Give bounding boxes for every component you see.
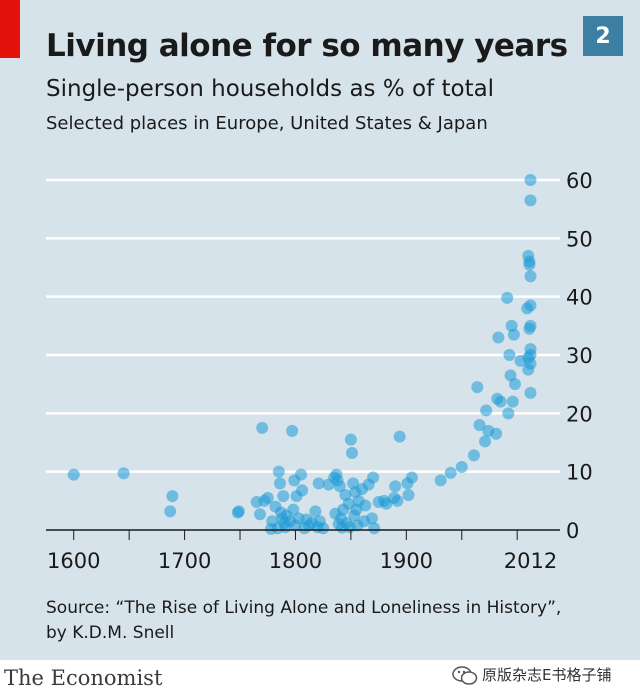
data-point [523,255,536,268]
x-axis: 1600 1700 1800 1900 2012 [46,529,560,573]
y-axis-labels: 0 10 20 30 40 50 60 [566,169,593,543]
data-point [333,480,346,493]
data-point [261,491,274,504]
data-point [455,461,468,473]
data-point [359,499,372,512]
data-point [506,395,519,408]
data-point [312,477,325,490]
data-point [389,480,402,493]
footer-band [0,660,640,697]
data-point [317,522,330,535]
data-point [287,503,300,516]
data-point [522,363,535,376]
y-tick-label: 40 [566,286,593,310]
x-tick-label: 1900 [380,549,433,573]
data-point [508,378,521,391]
data-point [471,381,484,394]
data-point [492,331,505,344]
data-point [272,465,285,478]
x-tick-label: 1700 [158,549,211,573]
data-point [232,505,245,518]
data-point [166,490,179,503]
x-tick-label: 1800 [269,549,322,573]
data-point [402,489,415,501]
data-point [521,302,534,315]
data-point [494,395,507,408]
watermark-text: 原版杂志E书格子铺 [482,666,612,684]
data-point [296,484,309,497]
data-point [367,471,380,484]
data-point [286,424,299,437]
data-point [393,430,406,443]
data-point [368,522,381,535]
data-point [502,407,515,420]
data-point [67,468,80,481]
data-point [117,467,130,480]
brand-red-tab [0,0,20,58]
data-point [253,508,266,521]
data-point [490,427,503,440]
x-tick-label: 1600 [47,549,100,573]
data-point [524,174,537,186]
data-point [273,477,286,490]
data-point [524,270,537,283]
x-tick-label: 2012 [504,549,557,573]
data-point [346,447,358,459]
y-tick-label: 50 [566,227,593,251]
data-point [480,404,493,417]
y-tick-label: 10 [566,461,593,485]
data-point [501,291,514,304]
wechat-icon [452,666,478,685]
y-tick-label: 20 [566,402,593,426]
data-point [522,351,535,364]
data-point [479,435,492,448]
data-point [434,474,447,487]
chart-subtitle-secondary: Selected places in Europe, United States… [46,113,488,134]
y-tick-label: 0 [566,519,579,543]
chart-subtitle: Single-person households as % of total [46,76,495,102]
y-tick-label: 30 [566,344,593,368]
data-point [524,194,537,207]
data-point [503,349,516,361]
data-point [405,471,418,484]
chart-number-badge: 2 [583,16,623,56]
data-point [344,433,357,446]
data-point [164,505,177,518]
data-point [467,449,480,462]
data-points [67,174,537,535]
data-point [524,386,537,399]
data-point [391,494,404,507]
data-point [295,468,307,481]
source-note: Source: “The Rise of Living Alone and Lo… [46,598,562,643]
data-point [277,490,290,503]
data-point [309,505,322,518]
chart-title: Living alone for so many years [46,28,568,64]
data-point [256,421,269,434]
scatter-plot: 1600 1700 1800 1900 2012 0 10 20 30 40 50 60 [46,169,593,573]
data-point [523,322,536,335]
data-point [507,328,520,341]
economist-logo: The Economist [4,666,163,690]
data-point [473,419,486,431]
data-point [365,512,378,525]
data-point [444,466,457,479]
y-tick-label: 60 [566,169,593,193]
